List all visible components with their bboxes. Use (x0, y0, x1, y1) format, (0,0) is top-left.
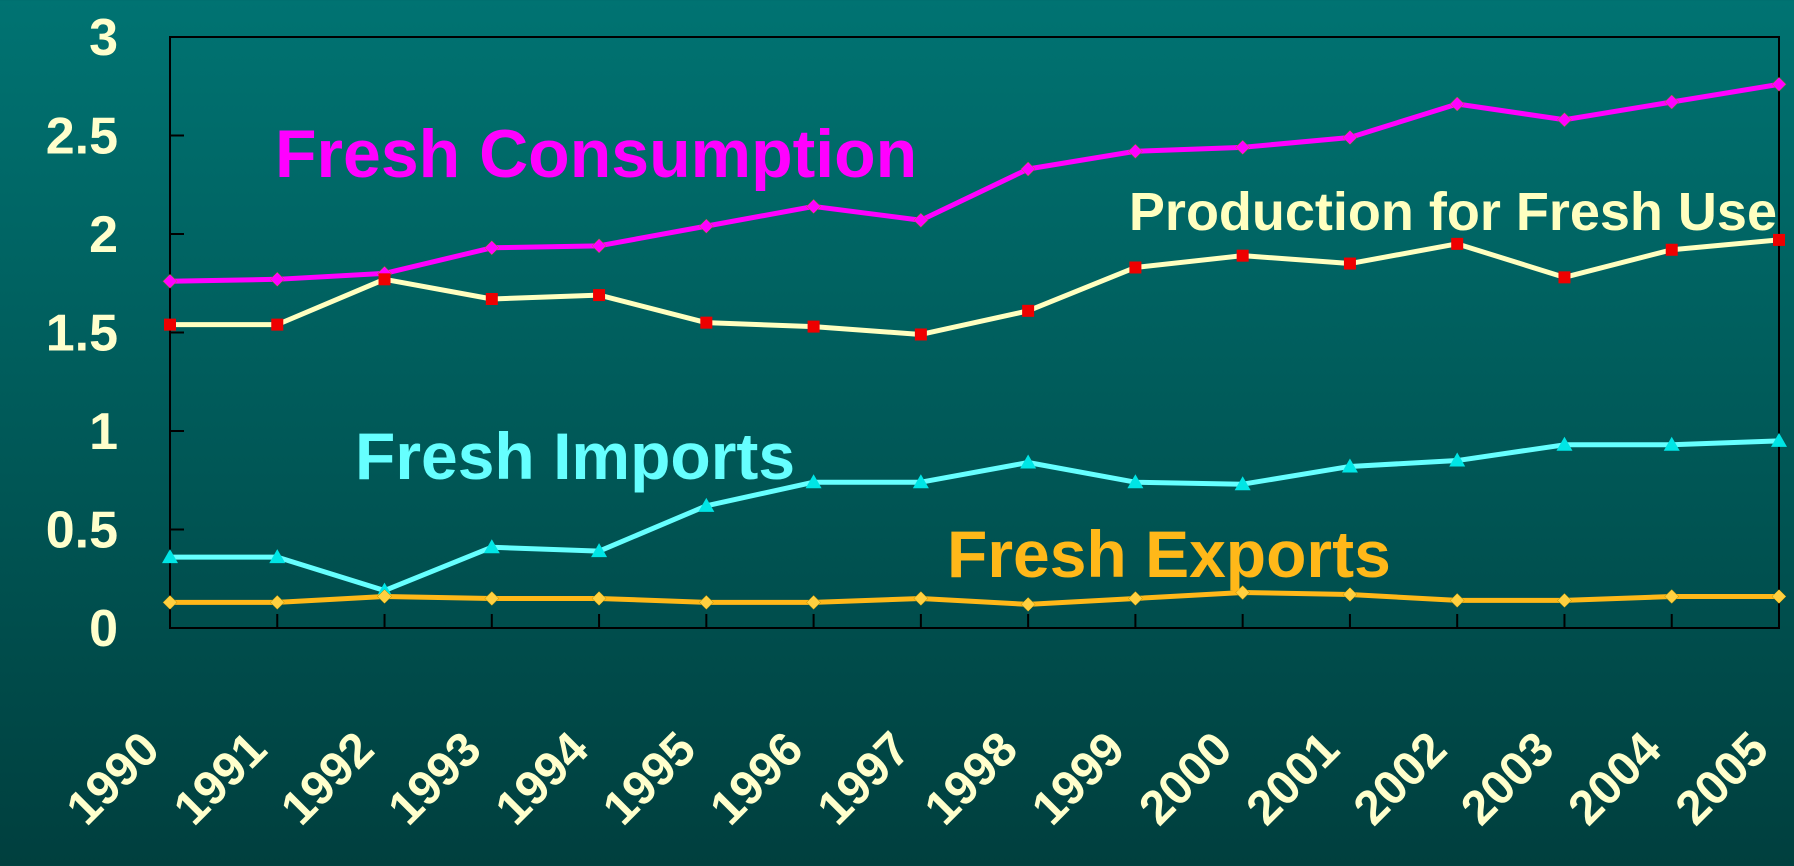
y-tick-label: 1.5 (46, 305, 118, 363)
marker (913, 212, 929, 228)
series-line (170, 237, 1780, 337)
marker (1664, 589, 1680, 604)
y-tick-label: 1 (89, 403, 118, 461)
x-tick-label: 1994 (486, 722, 599, 835)
marker (1449, 452, 1466, 467)
y-tick-label: 0 (89, 600, 118, 658)
marker (1557, 593, 1572, 608)
marker (269, 271, 285, 287)
marker (700, 316, 713, 329)
series-label: Fresh Imports (355, 419, 795, 493)
marker (591, 543, 608, 558)
marker (807, 320, 820, 333)
x-tick-label: 2002 (1344, 722, 1457, 835)
marker (162, 273, 178, 289)
marker (485, 293, 498, 306)
marker (1558, 271, 1571, 284)
marker (914, 328, 927, 341)
marker (1236, 249, 1249, 262)
x-tick-label: 1999 (1022, 722, 1135, 835)
marker (591, 591, 607, 606)
marker (1234, 476, 1251, 491)
marker (484, 591, 500, 606)
marker (1449, 593, 1465, 608)
marker (1773, 233, 1785, 246)
marker (164, 318, 176, 331)
marker (1020, 454, 1037, 469)
x-tick-label: 2005 (1666, 722, 1779, 835)
marker (1127, 474, 1144, 489)
series-label: Production for Fresh Use (1129, 182, 1777, 242)
marker (593, 289, 606, 302)
marker (1556, 436, 1573, 451)
marker (1022, 304, 1035, 317)
marker (1449, 96, 1465, 112)
x-tick-label: 1998 (915, 722, 1028, 835)
marker (1129, 261, 1142, 274)
marker (806, 595, 821, 610)
marker (1342, 587, 1358, 602)
y-tick-label: 0.5 (46, 502, 118, 560)
y-tick-label: 3 (89, 9, 118, 67)
marker (1341, 458, 1358, 473)
x-tick-label: 1990 (57, 722, 170, 835)
marker (1557, 112, 1572, 128)
marker (698, 497, 715, 512)
marker (591, 238, 607, 254)
x-tick-label: 1993 (379, 722, 492, 835)
series-line (169, 81, 1780, 284)
x-tick-label: 1996 (700, 722, 813, 835)
marker (1020, 597, 1036, 612)
marker (483, 539, 500, 554)
marker (1235, 139, 1251, 155)
marker (1343, 257, 1356, 270)
marker (1020, 161, 1036, 177)
series-line (170, 590, 1779, 607)
marker (271, 318, 284, 331)
marker (269, 595, 285, 610)
marker (1771, 432, 1787, 447)
series-line (170, 438, 1780, 594)
marker (1235, 585, 1251, 600)
marker (1342, 130, 1358, 145)
x-tick-label: 1991 (164, 722, 277, 835)
marker (484, 240, 500, 256)
marker (698, 595, 714, 610)
marker (912, 474, 929, 489)
marker (913, 591, 929, 606)
x-tick-label: 1992 (271, 722, 384, 835)
x-tick-label: 2000 (1129, 722, 1242, 835)
marker (806, 199, 821, 214)
marker (1128, 591, 1143, 606)
marker (162, 595, 178, 610)
y-tick-label: 2 (89, 206, 118, 264)
x-tick-label: 1995 (593, 722, 706, 835)
marker (1451, 237, 1464, 250)
marker (698, 218, 714, 234)
marker (1665, 243, 1678, 256)
x-tick-label: 2004 (1559, 722, 1672, 835)
marker (1128, 143, 1143, 159)
marker (1664, 94, 1680, 110)
marker (1663, 436, 1680, 451)
series-label: Fresh Exports (947, 517, 1391, 591)
marker (805, 474, 822, 489)
x-tick-label: 2003 (1451, 722, 1564, 835)
marker (377, 589, 392, 604)
y-tick-label: 2.5 (46, 108, 118, 166)
x-tick-label: 1997 (808, 722, 921, 835)
marker (1771, 76, 1787, 92)
series-label: Fresh Consumption (275, 116, 917, 192)
marker (269, 549, 286, 564)
marker (1771, 589, 1787, 604)
marker (378, 273, 391, 286)
x-tick-label: 2001 (1237, 722, 1350, 835)
marker (162, 549, 178, 564)
